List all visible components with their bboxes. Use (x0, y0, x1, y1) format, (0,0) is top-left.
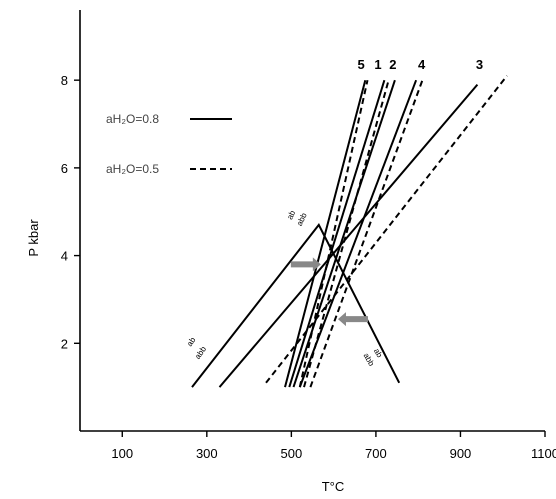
legend-label: aH₂O=0.5 (106, 162, 159, 176)
y-tick-label: 8 (61, 73, 68, 88)
curve-label-3: 3 (476, 57, 483, 72)
legend-label: aH₂O=0.8 (106, 112, 159, 126)
series-line-dashed-9 (265, 75, 508, 384)
x-tick-label: 100 (111, 446, 133, 461)
reaction-label: ab (285, 209, 297, 221)
y-tick-label: 2 (61, 336, 68, 351)
series-line-4 (298, 79, 418, 388)
series-line-dashed-8 (309, 79, 424, 388)
reaction-label: abb (295, 211, 309, 227)
y-axis-label: P kbar (26, 219, 41, 257)
series-line-5 (284, 79, 367, 388)
x-tick-label: 700 (365, 446, 387, 461)
curve-label-1: 1 (374, 57, 381, 72)
series-line-2 (292, 79, 396, 388)
x-tick-label: 500 (281, 446, 303, 461)
arrow-left-icon (337, 312, 368, 327)
x-tick-label: 900 (450, 446, 472, 461)
series-line-dashed-7 (303, 79, 390, 388)
curve-label-4: 4 (418, 57, 426, 72)
legend: aH₂O=0.8 aH₂O=0.5 (106, 112, 232, 176)
y-tick-label: 4 (61, 249, 68, 264)
x-axis-label: T°C (322, 479, 345, 494)
reaction-label: ab (185, 335, 198, 348)
x-tick-label: 300 (196, 446, 218, 461)
curve-label-5: 5 (357, 57, 364, 72)
y-tick-label: 6 (61, 161, 68, 176)
series-line-dashed-6 (298, 79, 369, 388)
axes: 100 300 500 700 900 1100 2 4 6 8 (61, 10, 556, 461)
series-line-1 (288, 79, 386, 388)
reaction-label: abb (193, 344, 208, 361)
series-line-3 (218, 83, 479, 388)
series-layer (191, 75, 508, 388)
series-line-solid-5 (191, 223, 401, 388)
curve-label-2: 2 (389, 57, 396, 72)
x-tick-label: 1100 (531, 446, 556, 461)
arrow-right-icon (290, 257, 321, 272)
